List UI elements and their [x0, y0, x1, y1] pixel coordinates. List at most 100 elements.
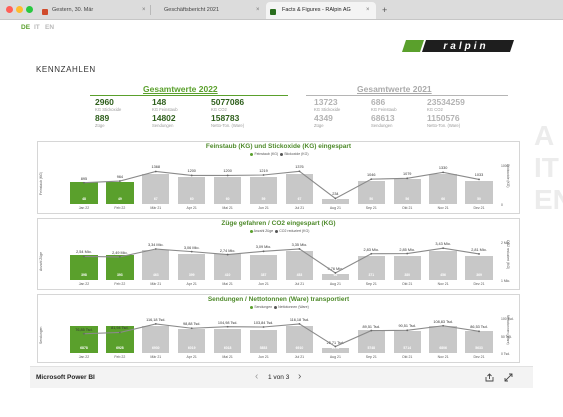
chart-bar: [249, 177, 278, 204]
y2-tick-label: 1 Mio.: [501, 279, 511, 283]
browser-tab-3[interactable]: Facts & Figures - RAlpin AG: [266, 2, 376, 19]
x-tick-label: Dez 21: [473, 354, 485, 359]
line-value-label: 81,94 Tsd.: [111, 326, 129, 331]
bar-value-label: 6018: [223, 346, 232, 350]
kpi-label: KG Stickoxide: [314, 107, 341, 112]
chart-legend: Anzahl Züge CO2 reduziert (KG): [38, 229, 519, 233]
x-tick-label: Jun 21: [258, 281, 269, 286]
x-tick-label: Mai 21: [222, 281, 233, 286]
line-value-label: 1200: [223, 169, 232, 174]
kpi-current-divider: [90, 95, 288, 96]
bar-value-label: 48: [82, 197, 86, 201]
chart-bar: [393, 178, 421, 204]
chart-bar: [142, 325, 170, 353]
powerbi-brand-link[interactable]: Microsoft Power BI: [36, 374, 95, 381]
x-tick-label: Sep 21: [365, 354, 377, 359]
kpi-value: 2960: [95, 97, 114, 107]
bar-value-label: 60: [225, 197, 230, 201]
x-tick-label: Aug 21: [329, 281, 341, 286]
line-value-label: 2,49 Mio.: [112, 250, 128, 255]
legend-marker: [275, 229, 279, 233]
kpi-previous-divider: [306, 95, 508, 96]
line-point: [262, 326, 265, 328]
bar-value-label: 6806: [439, 346, 447, 350]
line-series-svg: [83, 323, 480, 348]
kpi-label: KG Stickoxide: [95, 107, 122, 112]
bar-value-label: 56: [405, 197, 410, 201]
bar-value-label: 5714: [403, 346, 411, 350]
line-point: [406, 177, 409, 180]
kpi-label: Sendungen: [152, 123, 174, 128]
prev-page-button[interactable]: ‹: [255, 371, 259, 382]
bar-value-label: 463: [152, 273, 159, 277]
close-window-button[interactable]: [6, 6, 13, 13]
chart-bar: [465, 256, 493, 280]
line-value-label: 3,09 Mio.: [255, 245, 272, 250]
line-value-label: 3,34 Mio.: [147, 243, 164, 248]
line-series-svg: [83, 170, 480, 200]
kpi-value: 14802: [152, 113, 176, 123]
line-point: [154, 170, 157, 173]
kpi-value: 23534259: [427, 97, 465, 107]
kpi-label: Sendungen: [371, 123, 393, 128]
lang-en-link[interactable]: EN: [45, 24, 55, 31]
line-value-label: 0,76 Mio.: [327, 266, 344, 271]
lang-it-link[interactable]: IT: [34, 24, 40, 31]
line-value-label: 895: [80, 176, 88, 181]
chart-bar: [178, 176, 206, 204]
line-point: [190, 250, 193, 253]
line-point: [370, 252, 373, 255]
y2-tick-label: 1000: [501, 164, 509, 168]
tab-close-icon[interactable]: ×: [142, 7, 146, 13]
kpi-label: Netto-Ton. (Ware): [427, 123, 461, 128]
chart-bar: [321, 273, 349, 280]
bar-value-label: 393: [117, 273, 123, 277]
chart-bar: [178, 254, 206, 280]
chart-bar: [178, 329, 206, 353]
x-tick-label: Jul 21: [294, 205, 305, 210]
x-tick-label: Mär 21: [150, 205, 162, 210]
line-value-label: 1368: [151, 165, 160, 170]
bar-value-label: 6910: [295, 346, 304, 350]
ralpin-logo: ralpin: [402, 40, 514, 52]
line-point: [83, 255, 85, 258]
bar-value-label: 5748: [367, 346, 376, 350]
x-tick-label: Jan 22: [78, 281, 90, 286]
share-icon[interactable]: [485, 373, 494, 382]
kpi-label: KG Feinstaub: [371, 107, 397, 112]
bar-value-label: 399: [188, 273, 195, 277]
fullscreen-icon[interactable]: [504, 373, 513, 382]
line-value-label: 104,98 Tsd.: [217, 320, 238, 325]
bar-value-label: 6019: [187, 346, 196, 350]
browser-tab-2[interactable]: Geschäftsbericht 2021: [152, 2, 260, 19]
chart-bar: [213, 329, 242, 353]
line-value-label: 86,53 Tsd.: [470, 325, 488, 330]
browser-tab-1[interactable]: Gestern, 30. Mär: [38, 2, 146, 19]
next-page-button[interactable]: ›: [298, 371, 302, 382]
bar-value-label: 96: [333, 273, 338, 277]
bar-value-label: 371: [368, 273, 375, 277]
tab-close-icon[interactable]: ×: [366, 7, 370, 13]
zoom-window-button[interactable]: [26, 6, 33, 13]
line-point: [262, 174, 265, 176]
chart-bar: [321, 199, 349, 204]
new-tab-button[interactable]: +: [382, 5, 388, 15]
lang-de-link[interactable]: DE: [21, 24, 31, 31]
line-value-label: 90,51 Tsd.: [398, 324, 416, 329]
kpi-value: 68613: [371, 113, 395, 123]
tab-title: Facts & Figures - RAlpin AG: [282, 7, 351, 13]
background-language-fade: A IT EN: [534, 120, 563, 215]
tab-close-icon[interactable]: ×: [256, 7, 260, 13]
x-tick-label: Jan 22: [78, 205, 90, 210]
chart-bar: [70, 254, 98, 280]
line-point: [298, 248, 301, 250]
chart-bar: [357, 330, 385, 353]
bar-value-label: 60: [189, 197, 194, 201]
kpi-value: 4349: [314, 113, 333, 123]
legend-marker: [280, 152, 284, 156]
x-tick-label: Apr 21: [186, 281, 197, 286]
x-tick-label: Okt 21: [402, 205, 413, 210]
line-series: [83, 323, 480, 348]
minimize-window-button[interactable]: [16, 6, 23, 13]
line-point: [478, 330, 480, 333]
